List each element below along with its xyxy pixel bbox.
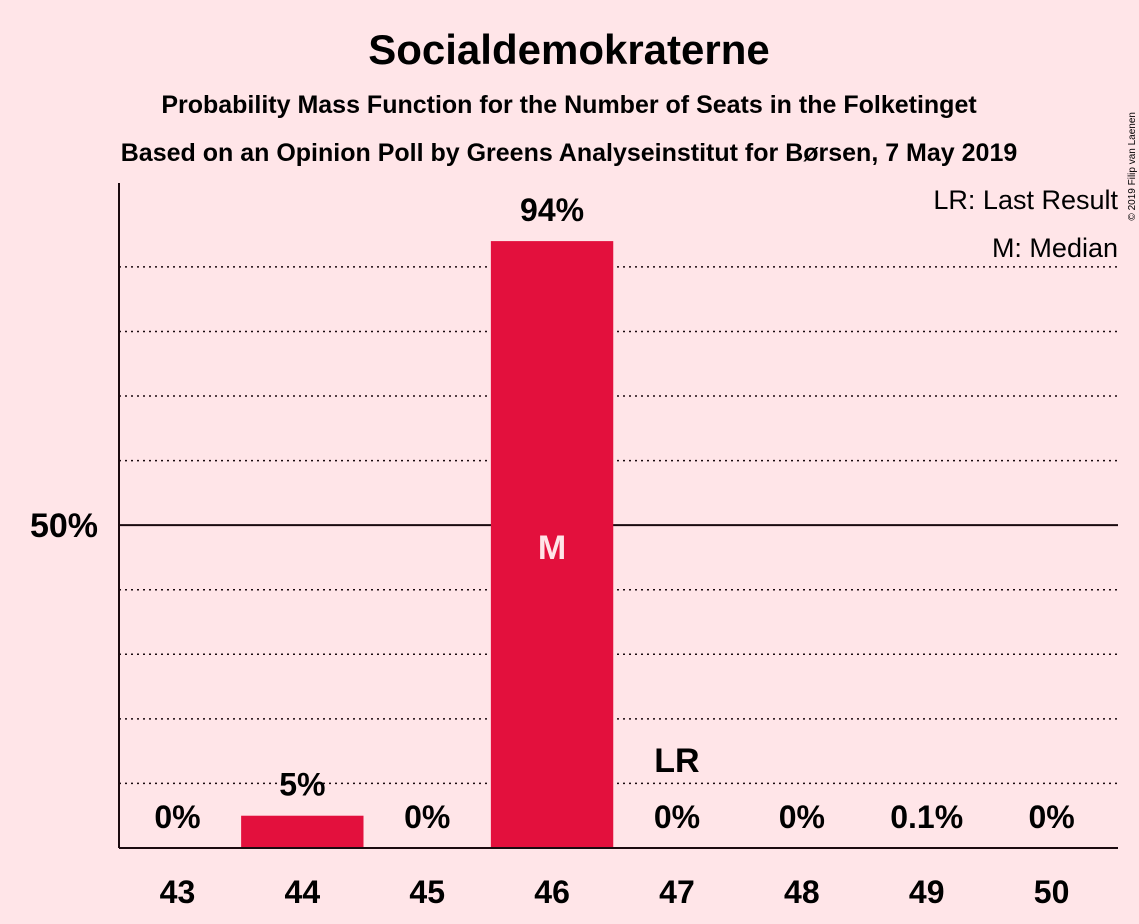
data-labels: 0% 5% 0% 94% M 0% LR 0% 0.1% 0% [154, 192, 1074, 835]
data-label-50: 0% [1028, 799, 1074, 835]
data-label-46: 94% [520, 192, 584, 228]
x-tick-46: 46 [534, 874, 570, 910]
data-label-49: 0.1% [890, 799, 963, 835]
x-tick-44: 44 [285, 874, 321, 910]
legend-median: M: Median [992, 233, 1118, 263]
legend-last-result: LR: Last Result [933, 185, 1118, 215]
grid-lines [119, 266, 1118, 785]
x-tick-45: 45 [409, 874, 445, 910]
bars [241, 241, 988, 848]
last-result-marker: LR [654, 742, 699, 780]
x-tick-47: 47 [659, 874, 695, 910]
x-tick-43: 43 [160, 874, 196, 910]
x-axis-ticks: 43 44 45 46 47 48 49 50 [160, 874, 1070, 910]
y-tick-label: 50% [30, 507, 98, 545]
data-label-43: 0% [154, 799, 200, 835]
data-label-45: 0% [404, 799, 450, 835]
data-label-44: 5% [279, 767, 325, 803]
chart-subtitle: Probability Mass Function for the Number… [161, 91, 977, 119]
x-tick-50: 50 [1034, 874, 1070, 910]
chart-subtitle-2: Based on an Opinion Poll by Greens Analy… [121, 139, 1018, 167]
median-marker: M [538, 529, 566, 567]
copyright-note: © 2019 Filip van Laenen [1127, 112, 1138, 221]
bar-44 [241, 815, 364, 848]
x-tick-49: 49 [909, 874, 945, 910]
data-label-48: 0% [779, 799, 825, 835]
data-label-47: 0% [654, 799, 700, 835]
bar-46 [490, 241, 614, 848]
x-tick-48: 48 [784, 874, 820, 910]
chart-title: Socialdemokraterne [368, 26, 770, 73]
